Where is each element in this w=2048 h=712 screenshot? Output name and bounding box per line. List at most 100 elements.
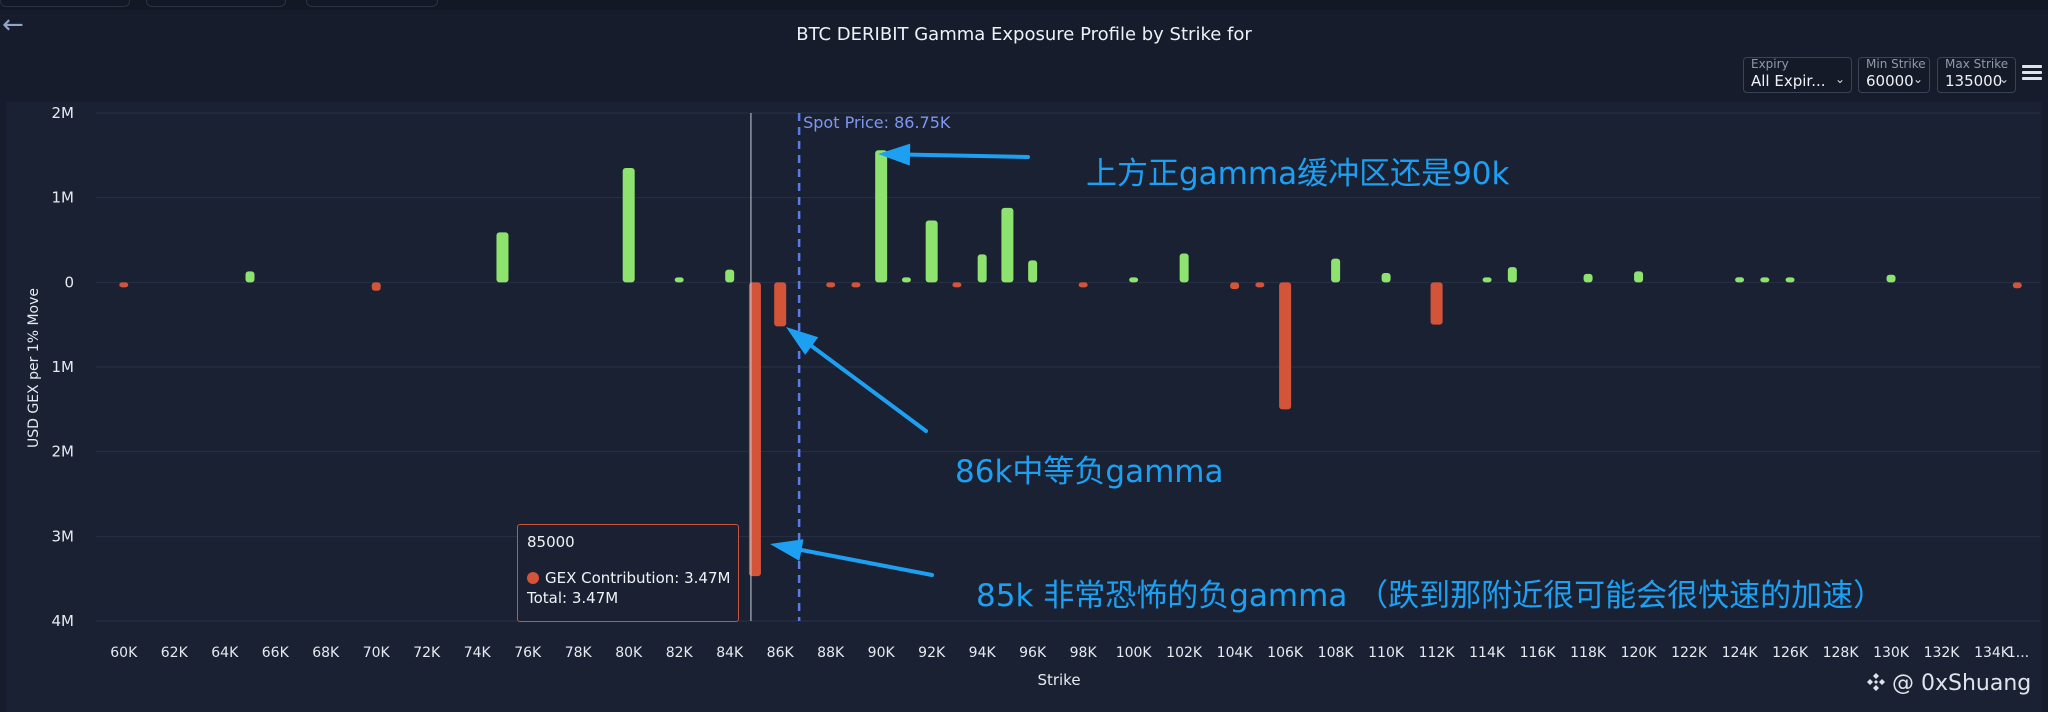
- gex-bar: [1331, 258, 1341, 283]
- gex-bar: [977, 254, 987, 283]
- gex-bar: [496, 232, 509, 283]
- tooltip-gex-row: GEX Contribution: 3.47M: [527, 568, 731, 588]
- gex-bar: [1129, 277, 1139, 283]
- x-tick-label: 60K: [110, 645, 138, 661]
- annotation-arrow: [809, 344, 928, 433]
- watermark: @ 0xShuang: [1865, 671, 2031, 696]
- max-strike-value: 135000: [1945, 72, 2003, 90]
- gex-bar: [875, 150, 888, 283]
- gex-bar: [1886, 274, 1896, 283]
- min-strike-label: Min Strike: [1866, 57, 1926, 71]
- x-tick-label: 120K: [1621, 645, 1658, 661]
- x-tick-label: 72K: [413, 645, 441, 661]
- expiry-label: Expiry: [1751, 57, 1789, 71]
- min-strike-value: 60000: [1866, 72, 1914, 90]
- x-tick-label: 134K: [1974, 645, 2011, 661]
- gex-bar: [901, 277, 911, 283]
- binance-logo-icon: [1867, 673, 1885, 691]
- x-tick-label: 116K: [1520, 645, 1557, 661]
- gex-bar: [1179, 253, 1189, 283]
- y-axis-label: USD GEX per 1% Move: [26, 288, 42, 448]
- y-tick-label: 4M: [52, 612, 75, 630]
- plot-panel: [6, 102, 2042, 712]
- x-tick-label: 114K: [1469, 645, 1506, 661]
- x-tick-label: 104K: [1217, 645, 1254, 661]
- x-tick-label: 110K: [1368, 645, 1405, 661]
- x-tick-label: 100K: [1116, 645, 1153, 661]
- x-tick-label: 94K: [969, 645, 997, 661]
- x-tick-label: 70K: [363, 645, 391, 661]
- top-strip: [0, 0, 2048, 10]
- gex-bar: [371, 282, 381, 291]
- annotation-arrow: [907, 152, 1030, 159]
- hamburger-menu-icon[interactable]: [2020, 62, 2044, 84]
- chart-title: BTC DERIBIT Gamma Exposure Profile by St…: [796, 24, 1252, 45]
- expiry-select[interactable]: Expiry All Expir... ⌄: [1743, 57, 1852, 93]
- annotation-arrow: [799, 548, 934, 577]
- x-tick-label: 1...: [2007, 645, 2029, 661]
- y-tick-label: 1M: [52, 358, 75, 376]
- gex-bar: [1001, 207, 1014, 283]
- x-tick-label: 88K: [817, 645, 845, 661]
- gex-bar: [952, 282, 962, 288]
- x-tick-label: 124K: [1722, 645, 1759, 661]
- y-tick-label: 1M: [52, 189, 75, 207]
- x-axis-label: Strike: [1037, 671, 1080, 689]
- y-tick-label: 2M: [52, 443, 75, 461]
- back-arrow-icon[interactable]: ←: [2, 10, 24, 40]
- gex-bar: [1785, 277, 1795, 283]
- x-tick-label: 126K: [1772, 645, 1809, 661]
- x-tick-label: 78K: [565, 645, 593, 661]
- x-tick-label: 130K: [1873, 645, 1910, 661]
- tooltip-gex: GEX Contribution: 3.47M: [545, 569, 731, 587]
- x-tick-label: 76K: [514, 645, 542, 661]
- bar-tooltip: 85000 GEX Contribution: 3.47M Total: 3.4…: [517, 524, 739, 622]
- gex-bar: [2012, 282, 2022, 289]
- x-tick-label: 132K: [1924, 645, 1961, 661]
- chevron-down-icon: ⌄: [1912, 72, 1923, 86]
- gex-bar: [826, 282, 836, 288]
- max-strike-select[interactable]: Max Strike 135000 ⌄: [1937, 57, 2016, 93]
- annotation-86k: 86k中等负gamma: [955, 454, 1224, 490]
- gex-bar: [1760, 277, 1770, 283]
- x-tick-label: 108K: [1318, 645, 1355, 661]
- gex-bar: [1028, 260, 1038, 283]
- gex-bar: [119, 282, 129, 288]
- x-tick-label: 64K: [211, 645, 239, 661]
- x-tick-label: 106K: [1267, 645, 1304, 661]
- chevron-down-icon: ⌄: [1998, 72, 2009, 86]
- gex-bar: [725, 269, 735, 283]
- x-tick-label: 86K: [767, 645, 795, 661]
- watermark-text: @ 0xShuang: [1892, 671, 2032, 696]
- gex-bar: [1583, 273, 1593, 283]
- gex-bar: [1078, 282, 1088, 288]
- min-strike-select[interactable]: Min Strike 60000 ⌄: [1858, 57, 1930, 93]
- gex-bar: [851, 282, 861, 288]
- max-strike-label: Max Strike: [1945, 57, 2009, 71]
- x-tick-label: 90K: [868, 645, 896, 661]
- chevron-down-icon: ⌄: [1834, 72, 1845, 86]
- series-dot-icon: [527, 572, 539, 584]
- x-tick-label: 66K: [262, 645, 290, 661]
- annotation-arrowhead: [878, 143, 911, 166]
- y-tick-label: 3M: [52, 527, 75, 545]
- annotation-arrowhead: [770, 539, 804, 561]
- x-tick-label: 84K: [716, 645, 744, 661]
- x-tick-label: 96K: [1019, 645, 1047, 661]
- annotation-arrowhead: [786, 327, 819, 355]
- gex-bar: [1735, 277, 1745, 283]
- gex-bar: [1230, 282, 1240, 290]
- spot-price-label: Spot Price: 86.75K: [803, 113, 951, 132]
- x-tick-label: 112K: [1419, 645, 1456, 661]
- gex-bar: [1279, 282, 1292, 410]
- gex-bar: [674, 277, 684, 283]
- gex-bar: [622, 168, 635, 283]
- annotation-positive-buffer: 上方正gamma缓冲区还是90k: [1086, 156, 1510, 192]
- gex-bar: [925, 220, 938, 283]
- tooltip-strike: 85000: [527, 533, 575, 551]
- gex-bar: [774, 282, 787, 327]
- gex-bar: [1507, 267, 1517, 283]
- x-tick-label: 118K: [1570, 645, 1607, 661]
- y-tick-label: 2M: [52, 104, 75, 122]
